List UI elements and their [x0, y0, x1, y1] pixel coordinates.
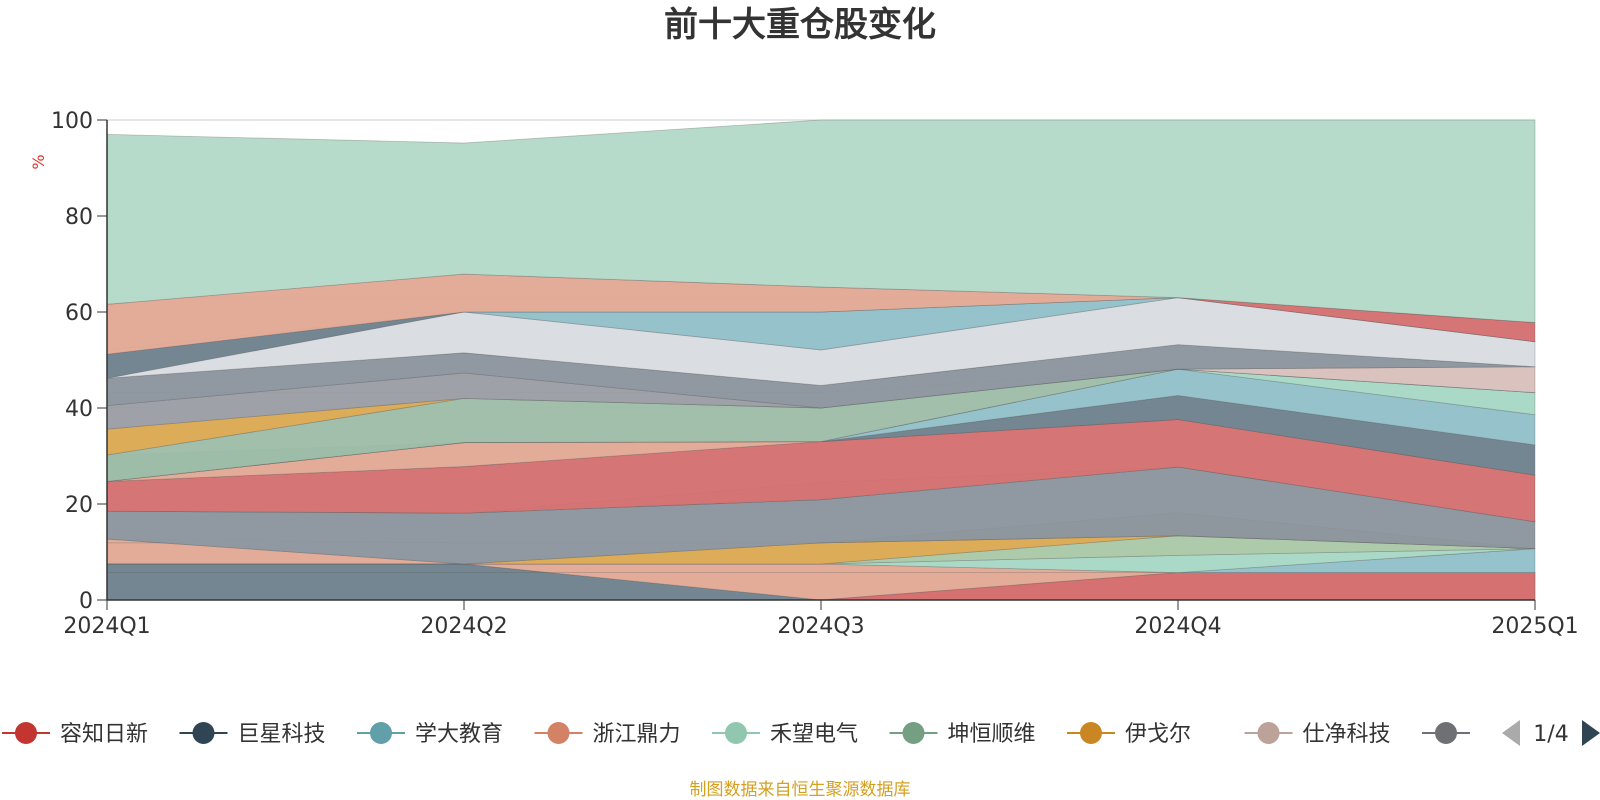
legend-label: 伊戈尔	[1125, 722, 1191, 747]
legend: 容知日新 巨星科技 学大教育 浙江鼎力 禾望电气 坤恒顺维 伊戈尔 仕净科技 辰	[2, 722, 1502, 747]
legend-prev-page-icon[interactable]	[1502, 720, 1520, 746]
legend-swatch-marker	[547, 722, 570, 744]
y-axis-unit-label: %	[29, 154, 48, 169]
x-tick-label: 2024Q2	[420, 614, 507, 639]
legend-item[interactable]: 巨星科技	[179, 722, 326, 747]
area-band	[106, 119, 1536, 323]
legend-pager: 1/4	[1502, 720, 1600, 747]
legend-swatch-marker	[192, 722, 215, 744]
legend-item[interactable]: 学大教育	[357, 722, 503, 747]
area-series-group	[106, 119, 1536, 601]
x-tick-label: 2024Q1	[63, 614, 150, 639]
legend-item[interactable]: 禾望电气	[712, 722, 858, 747]
legend-label: 浙江鼎力	[593, 722, 681, 747]
legend-swatch-marker	[902, 722, 925, 744]
legend-item[interactable]: 仕净科技	[1244, 722, 1391, 747]
data-source-note: 制图数据来自恒生聚源数据库	[690, 780, 911, 800]
legend-items: 容知日新 巨星科技 学大教育 浙江鼎力 禾望电气 坤恒顺维 伊戈尔 仕净科技 辰	[2, 722, 1502, 747]
legend-swatch-marker	[15, 722, 37, 744]
y-tick-label: 40	[65, 397, 93, 422]
legend-next-page-icon[interactable]	[1582, 720, 1600, 746]
area-band	[106, 366, 1536, 430]
area-band	[106, 466, 1536, 565]
legend-label: 容知日新	[60, 722, 148, 747]
legend-swatch-marker	[1257, 722, 1280, 744]
legend-item[interactable]: 容知日新	[2, 722, 148, 747]
chart-title: 前十大重仓股变化	[664, 5, 936, 45]
legend-label: 禾望电气	[770, 722, 858, 747]
legend-label: 辰	[1480, 722, 1502, 747]
y-tick-label: 60	[65, 301, 93, 326]
legend-item[interactable]: 辰	[1422, 722, 1502, 747]
legend-label: 学大教育	[415, 722, 503, 747]
legend-item[interactable]: 坤恒顺维	[889, 722, 1036, 747]
y-tick-label: 80	[65, 205, 93, 230]
y-tick-label: 100	[51, 109, 93, 134]
legend-label: 坤恒顺维	[948, 722, 1036, 747]
legend-label: 巨星科技	[238, 722, 326, 747]
x-tick-label: 2024Q4	[1134, 614, 1221, 639]
axes: 0 20 40 60 80 100 2024Q1 2024Q2 2024Q3 2024Q4 2025…	[51, 109, 1579, 639]
legend-swatch-marker	[725, 722, 747, 744]
legend-label: 仕净科技	[1303, 722, 1391, 747]
y-tick-label: 0	[79, 589, 93, 614]
y-tick-label: 20	[65, 493, 93, 518]
legend-swatch-marker	[1080, 722, 1102, 744]
x-tick-label: 2025Q1	[1491, 614, 1578, 639]
legend-swatch-marker	[370, 722, 392, 744]
x-tick-label: 2024Q3	[777, 614, 864, 639]
legend-item[interactable]: 浙江鼎力	[534, 722, 681, 747]
legend-swatch-marker	[1435, 722, 1457, 744]
legend-page-indicator: 1/4	[1533, 722, 1568, 747]
legend-item[interactable]: 伊戈尔	[1067, 722, 1191, 747]
area-band	[107, 548, 1536, 574]
area-band	[106, 419, 1536, 523]
